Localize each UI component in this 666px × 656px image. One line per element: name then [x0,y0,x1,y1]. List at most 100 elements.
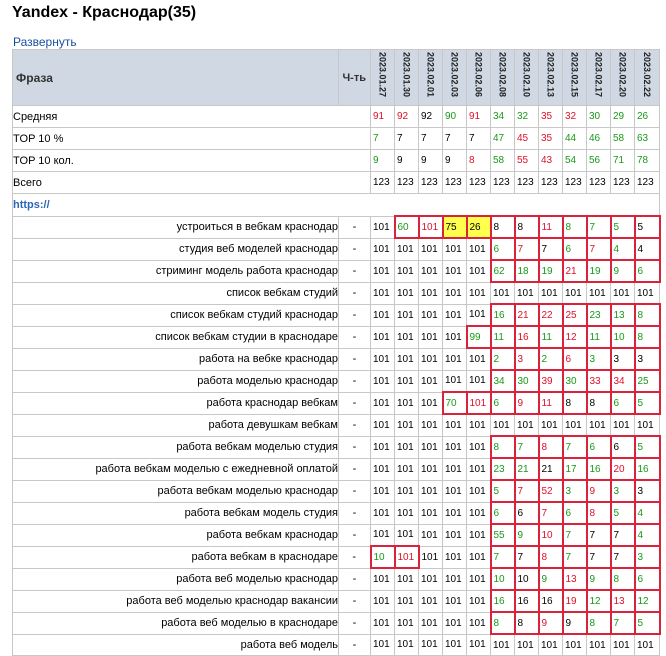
position-cell: 7 [585,523,612,547]
position-cell: 101 [394,501,419,525]
date-label: 2023.02.01 [425,52,436,98]
position-cell: 17 [561,457,588,481]
position-cell: 101 [370,413,395,437]
position-cell: 8 [489,215,516,239]
position-cell: 33 [585,369,612,393]
position-cell: 47 [490,127,515,150]
position-cell: 101 [418,303,443,327]
position-cell: 101 [418,237,443,261]
table-row: студия веб моделей краснодар -101 101 101 10… [12,237,661,261]
position-cell: 7 [537,501,564,525]
position-cell: 52 [537,479,564,503]
position-cell: 25 [633,369,661,393]
position-cell: 101 [418,523,443,547]
position-cell: 58 [610,127,635,150]
position-cell: 30 [513,369,540,393]
position-cell: 21 [561,259,588,283]
keyword-phrase: работа вебкам моделью студия [12,435,339,459]
date-label: 2023.02.06 [473,52,484,98]
position-cell: 4 [633,237,661,261]
position-cell: 101 [370,215,395,239]
keyword-frequency: - [338,215,371,239]
position-cell: 23 [585,303,612,327]
position-cell: 55 [489,523,516,547]
position-cell: 101 [586,413,611,437]
date-column-header[interactable]: 2023.02.10 [514,49,539,106]
position-cell: 7 [585,237,612,261]
date-column-header[interactable]: 2023.02.17 [586,49,611,106]
date-column-header[interactable]: 2023.02.03 [442,49,467,106]
position-cell: 12 [561,325,588,349]
position-cell: 10 [489,567,516,591]
table-row: работа вебкам модель студия -101 101 101 101… [12,501,661,525]
date-label: 2023.01.27 [377,52,388,98]
date-column-header[interactable]: 2023.01.27 [370,49,395,106]
position-cell: 58 [490,149,515,172]
position-cell: 78 [634,149,660,172]
table-row: работа веб моделью краснодар вакансии -10… [12,589,661,613]
position-cell: 123 [418,171,443,194]
expand-link[interactable]: Развернуть [13,35,77,49]
date-column-header[interactable]: 2023.02.06 [466,49,491,106]
date-column-header[interactable]: 2023.02.15 [562,49,587,106]
position-cell: 6 [561,501,588,525]
position-cell: 8 [633,325,661,349]
position-cell: 39 [537,369,564,393]
date-column-header[interactable]: 2023.02.08 [490,49,515,106]
position-cell: 11 [537,325,564,349]
position-cell: 101 [418,325,443,349]
position-cell: 30 [586,105,611,128]
group-url-link[interactable]: https:// [12,193,660,217]
position-cell: 9 [442,149,467,172]
position-cell: 70 [441,391,468,415]
date-column-header[interactable]: 2023.02.13 [538,49,563,106]
position-cell: 16 [489,303,516,327]
position-cell: 7 [513,435,540,459]
date-label: 2023.01.30 [401,52,412,98]
position-cell: 34 [609,369,636,393]
position-cell: 101 [466,435,491,459]
keyword-frequency: - [338,435,371,459]
position-cell: 16 [489,589,516,613]
position-cell: 101 [466,413,491,437]
position-cell: 6 [633,259,661,283]
position-cell: 101 [586,633,611,656]
keyword-phrase: работа девушкам вебкам [12,413,339,437]
position-cell: 8 [537,545,564,569]
position-cell: 101 [370,347,395,371]
position-cell: 30 [561,369,588,393]
position-cell: 3 [609,347,636,371]
position-cell: 101 [466,347,491,371]
position-cell: 101 [466,259,491,283]
position-cell: 101 [418,633,443,656]
frequency-column-header[interactable]: Ч-ть [338,49,371,106]
keyword-frequency: - [338,523,371,547]
position-cell: 11 [537,215,564,239]
position-cell: 7 [585,215,612,239]
position-cell: 101 [394,413,419,437]
stats-label: TOP 10 % [12,127,371,150]
position-cell: 101 [562,281,587,305]
keyword-frequency: - [338,545,371,569]
phrase-column-header[interactable]: Фраза [12,49,339,106]
date-column-header[interactable]: 2023.02.22 [634,49,660,106]
date-column-header[interactable]: 2023.02.20 [610,49,635,106]
group-row: https:// [12,193,660,217]
position-cell: 101 [370,479,395,503]
position-cell: 6 [609,435,636,459]
date-column-header[interactable]: 2023.02.01 [418,49,443,106]
table-row: список вебкам студий -101 101 101 101 101 101 1… [12,281,660,305]
position-cell: 44 [562,127,587,150]
position-cell: 25 [561,303,588,327]
position-cell: 123 [514,171,539,194]
position-cell: 101 [514,633,539,656]
position-cell: 16 [633,457,661,481]
position-cell: 101 [442,633,467,656]
position-cell: 101 [394,347,419,371]
date-column-header[interactable]: 2023.01.30 [394,49,419,106]
position-cell: 101 [370,303,395,327]
position-cell: 101 [418,413,443,437]
position-cell: 56 [586,149,611,172]
position-cell: 123 [562,171,587,194]
position-cell: 13 [561,567,588,591]
